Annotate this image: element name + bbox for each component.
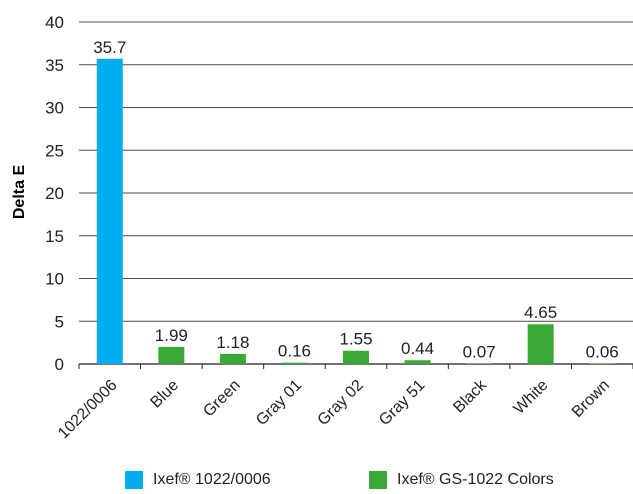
y-tick-labels: 0 5 10 15 20 25 30 35 40 — [45, 13, 64, 374]
y-tick-label: 10 — [45, 270, 64, 289]
data-label: 0.16 — [278, 342, 311, 361]
x-tick-label: Green — [200, 377, 243, 420]
data-label: 1.55 — [339, 330, 372, 349]
y-axis-label: Delta E — [11, 165, 28, 220]
data-label: 0.07 — [463, 342, 496, 361]
y-tick-label: 40 — [45, 13, 64, 32]
x-tick-labels: 1022/0006 Blue Green Gray 01 Gray 02 Gray 51 B… — [55, 376, 613, 442]
bar-green — [219, 353, 246, 364]
bar-blue — [158, 346, 185, 364]
data-labels: 35.7 1.99 1.18 0.16 1.55 0.44 0.07 4.65 0.06 — [93, 38, 619, 362]
legend-swatch-green — [369, 471, 387, 489]
y-tick-label: 5 — [55, 312, 64, 331]
data-label: 0.44 — [401, 339, 434, 358]
y-tick-label: 20 — [45, 184, 64, 203]
data-label: 35.7 — [93, 38, 126, 57]
x-tick-label: Gray 02 — [315, 377, 367, 429]
gridlines — [79, 21, 633, 322]
bar-white — [527, 324, 554, 364]
data-label: 1.18 — [216, 333, 249, 352]
y-tick-label: 30 — [45, 99, 64, 118]
x-tick-label: White — [511, 377, 552, 418]
x-tick-label: Blue — [147, 377, 182, 412]
bar-gray-51 — [404, 360, 431, 364]
x-tick-label: Gray 51 — [376, 377, 428, 429]
axes — [78, 363, 633, 369]
x-tick-label: 1022/0006 — [55, 377, 121, 443]
bar-1022-0006 — [96, 58, 123, 364]
legend-swatch-blue — [125, 471, 143, 489]
bar-gray-01 — [281, 362, 308, 364]
x-tick-label: Gray 01 — [253, 377, 305, 429]
bars — [96, 58, 616, 364]
bar-gray-02 — [343, 350, 369, 364]
legend-label-series-1: Ixef® 1022/0006 — [153, 471, 271, 488]
legend-item-series-1: Ixef® 1022/0006 — [125, 470, 271, 490]
y-tick-label: 25 — [45, 141, 64, 160]
x-tick-label: Black — [450, 376, 490, 416]
data-label: 0.06 — [586, 342, 619, 361]
data-label: 4.65 — [524, 303, 557, 322]
y-tick-label: 35 — [45, 56, 64, 75]
bar-brown — [589, 363, 616, 364]
x-tick-label: Brown — [569, 377, 613, 421]
legend-label-series-2: Ixef® GS-1022 Colors — [397, 471, 554, 488]
y-tick-label: 0 — [55, 355, 64, 374]
y-tick-label: 15 — [45, 227, 64, 246]
bar-black — [466, 363, 493, 364]
data-label: 1.99 — [155, 326, 188, 345]
legend-item-series-2: Ixef® GS-1022 Colors — [369, 470, 554, 490]
